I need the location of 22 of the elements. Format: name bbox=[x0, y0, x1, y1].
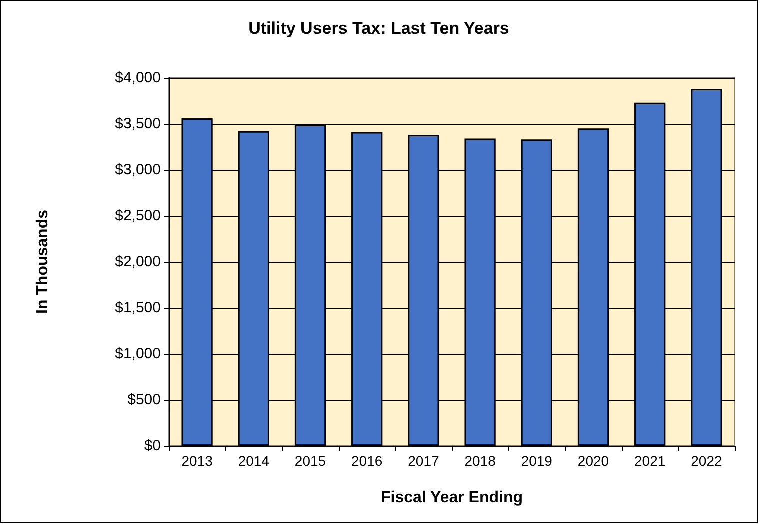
x-tick-label: 2020 bbox=[578, 453, 610, 469]
y-tick-label: $3,500 bbox=[115, 116, 161, 132]
y-axis-title: In Thousands bbox=[34, 210, 52, 314]
y-tick-label: $1,500 bbox=[115, 300, 161, 316]
x-tick-label: 2015 bbox=[294, 453, 326, 469]
x-tick-label: 2018 bbox=[464, 453, 496, 469]
x-tick-label: 2016 bbox=[352, 453, 383, 469]
y-tick-label: $0 bbox=[144, 438, 161, 454]
y-tick-label: $2,500 bbox=[115, 208, 161, 224]
x-tick-label: 2013 bbox=[182, 453, 214, 469]
chart-title: Utility Users Tax: Last Ten Years bbox=[248, 19, 510, 38]
x-tick-label: 2019 bbox=[521, 453, 553, 469]
x-tick-label: 2022 bbox=[691, 453, 722, 469]
y-tick-label: $2,000 bbox=[115, 254, 161, 270]
x-tick-label: 2021 bbox=[634, 453, 666, 469]
y-tick-label: $4,000 bbox=[115, 70, 161, 86]
x-tick-label: 2014 bbox=[238, 453, 270, 469]
y-tick-label: $3,000 bbox=[115, 162, 161, 178]
y-tick-label: $1,000 bbox=[115, 346, 161, 362]
y-tick-label: $500 bbox=[128, 392, 161, 408]
x-axis-title: Fiscal Year Ending bbox=[381, 490, 523, 506]
x-tick-label: 2017 bbox=[408, 453, 440, 469]
